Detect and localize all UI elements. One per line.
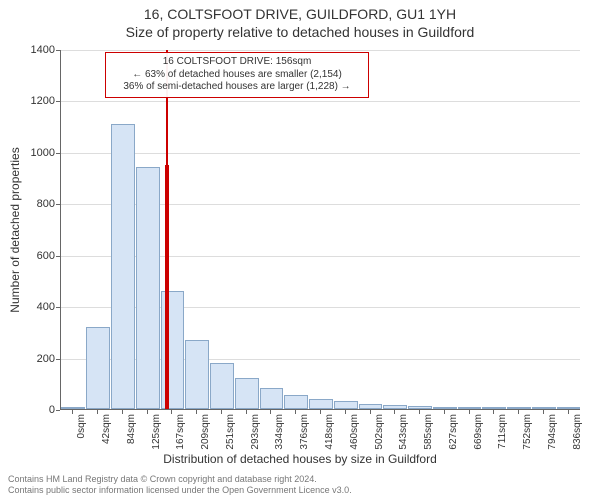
x-tick-mark: [147, 410, 148, 414]
x-tick-mark: [419, 410, 420, 414]
x-tick-mark: [543, 410, 544, 414]
footer-line-1: Contains HM Land Registry data © Crown c…: [8, 474, 352, 485]
histogram-bar: [557, 407, 581, 409]
y-tick-label: 1400: [5, 44, 55, 56]
x-tick-label: 502sqm: [374, 414, 385, 450]
histogram-bar: [210, 363, 234, 409]
x-tick-mark: [171, 410, 172, 414]
x-tick-label: 293sqm: [250, 414, 261, 450]
y-tick-label: 1000: [5, 147, 55, 159]
histogram-bar: [260, 388, 284, 409]
x-tick-mark: [122, 410, 123, 414]
x-tick-label: 167sqm: [175, 414, 186, 450]
histogram-bar: [458, 407, 482, 409]
annotation-line-1: 16 COLTSFOOT DRIVE: 156sqm: [112, 56, 362, 69]
x-tick-mark: [196, 410, 197, 414]
x-tick-label: 836sqm: [572, 414, 583, 450]
histogram-bar: [136, 167, 160, 409]
x-tick-label: 84sqm: [126, 414, 137, 444]
x-tick-mark: [493, 410, 494, 414]
histogram-bar: [359, 404, 383, 409]
x-tick-mark: [394, 410, 395, 414]
histogram-bar: [235, 378, 259, 409]
gridline: [61, 153, 580, 154]
x-tick-mark: [97, 410, 98, 414]
x-tick-label: 711sqm: [497, 414, 508, 449]
x-tick-label: 334sqm: [274, 414, 285, 450]
x-tick-label: 209sqm: [200, 414, 211, 450]
y-tick-label: 1200: [5, 95, 55, 107]
x-tick-label: 752sqm: [522, 414, 533, 450]
x-axis-label: Distribution of detached houses by size …: [0, 452, 600, 466]
y-tick-mark: [56, 410, 60, 411]
histogram-bar: [284, 395, 308, 409]
x-tick-label: 543sqm: [398, 414, 409, 450]
x-tick-mark: [221, 410, 222, 414]
x-tick-mark: [270, 410, 271, 414]
footer-line-2: Contains public sector information licen…: [8, 485, 352, 496]
x-tick-mark: [518, 410, 519, 414]
histogram-bar: [185, 340, 209, 409]
histogram-bar: [532, 407, 556, 409]
x-tick-mark: [469, 410, 470, 414]
histogram-bar: [111, 124, 135, 409]
y-tick-label: 800: [5, 198, 55, 210]
x-tick-label: 585sqm: [423, 414, 434, 450]
chart-container: 16, COLTSFOOT DRIVE, GUILDFORD, GU1 1YH …: [0, 0, 600, 500]
histogram-bar: [482, 407, 506, 409]
x-tick-label: 0sqm: [76, 414, 87, 438]
histogram-bar: [334, 401, 358, 409]
marker-annotation-box: 16 COLTSFOOT DRIVE: 156sqm ← 63% of deta…: [105, 52, 369, 98]
gridline: [61, 101, 580, 102]
annotation-line-3: 36% of semi-detached houses are larger (…: [112, 81, 362, 94]
gridline: [61, 50, 580, 51]
footer-attribution: Contains HM Land Registry data © Crown c…: [8, 474, 352, 496]
histogram-bar: [309, 399, 333, 409]
x-tick-label: 42sqm: [101, 414, 112, 444]
y-tick-label: 400: [5, 301, 55, 313]
y-tick-label: 600: [5, 250, 55, 262]
chart-subtitle: Size of property relative to detached ho…: [0, 24, 600, 40]
annotation-line-2: ← 63% of detached houses are smaller (2,…: [112, 69, 362, 82]
x-tick-label: 376sqm: [299, 414, 310, 450]
x-tick-label: 418sqm: [324, 414, 335, 450]
x-tick-mark: [246, 410, 247, 414]
x-tick-label: 125sqm: [151, 414, 162, 450]
x-tick-mark: [320, 410, 321, 414]
histogram-bar: [383, 405, 407, 409]
histogram-bar: [433, 407, 457, 409]
y-tick-label: 200: [5, 353, 55, 365]
plot-area: [60, 50, 580, 410]
x-tick-mark: [370, 410, 371, 414]
x-tick-mark: [444, 410, 445, 414]
x-tick-mark: [568, 410, 569, 414]
x-tick-mark: [72, 410, 73, 414]
x-tick-label: 794sqm: [547, 414, 558, 450]
x-tick-label: 627sqm: [448, 414, 459, 450]
histogram-bar: [86, 327, 110, 409]
histogram-bar: [61, 407, 85, 409]
x-tick-mark: [295, 410, 296, 414]
x-tick-label: 669sqm: [473, 414, 484, 450]
chart-title-address: 16, COLTSFOOT DRIVE, GUILDFORD, GU1 1YH: [0, 6, 600, 22]
y-tick-label: 0: [5, 404, 55, 416]
histogram-bar: [408, 406, 432, 409]
x-tick-label: 460sqm: [349, 414, 360, 450]
histogram-bar: [507, 407, 531, 409]
x-tick-label: 251sqm: [225, 414, 236, 450]
x-tick-mark: [345, 410, 346, 414]
marker-line: [166, 50, 168, 409]
